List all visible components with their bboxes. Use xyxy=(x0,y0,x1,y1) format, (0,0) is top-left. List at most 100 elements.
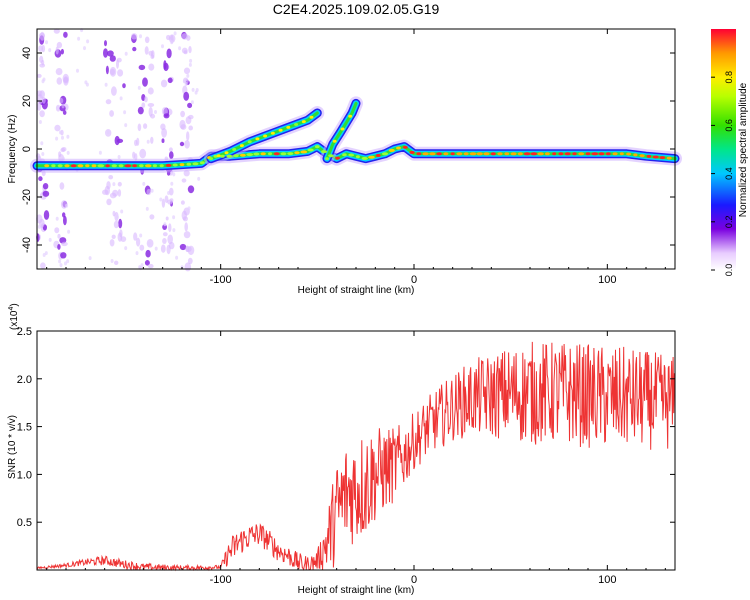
noise-speck xyxy=(55,68,63,76)
noise-speck xyxy=(67,229,71,234)
trace-core-dot xyxy=(307,148,314,152)
noise-speck xyxy=(178,46,182,51)
trace-core-dot xyxy=(70,164,77,168)
noise-speck xyxy=(76,68,79,73)
noise-speck xyxy=(140,263,144,268)
trace-core-dot xyxy=(152,164,157,168)
trace-core-dot xyxy=(340,127,345,131)
noise-speck xyxy=(114,260,119,265)
noise-speck xyxy=(145,206,149,211)
snr-scale-exponent: 4 xyxy=(8,307,15,311)
noise-speck xyxy=(187,102,193,109)
noise-speck xyxy=(55,216,59,221)
noise-speck xyxy=(122,83,126,89)
trace-core-dot xyxy=(381,152,389,156)
trace-core-dot xyxy=(348,153,355,157)
noise-speck xyxy=(184,82,188,87)
trace-core-dot xyxy=(321,150,328,154)
x-tick-label: 100 xyxy=(598,574,616,586)
noise-speck xyxy=(161,138,165,143)
noise-speck xyxy=(55,136,59,141)
noise-speck xyxy=(104,40,107,47)
noise-speck xyxy=(167,77,173,84)
trace-core-dot xyxy=(639,154,645,158)
noise-speck xyxy=(145,249,151,258)
trace-core-dot xyxy=(273,152,280,156)
noise-speck xyxy=(187,245,195,255)
noise-speck xyxy=(113,220,119,229)
noise-speck xyxy=(139,244,145,251)
trace-core-dot xyxy=(537,152,544,156)
noise-speck xyxy=(119,96,123,101)
spectrogram-x-axis-label: Height of straight line (km) xyxy=(298,285,415,296)
trace-core-dot xyxy=(309,115,314,119)
noise-speck xyxy=(179,243,187,251)
noise-speck xyxy=(150,188,154,193)
noise-speck xyxy=(116,138,124,143)
noise-speck xyxy=(107,50,114,57)
noise-speck xyxy=(181,210,187,221)
noise-speck xyxy=(184,140,190,149)
noise-speck xyxy=(144,96,148,103)
noise-speck xyxy=(162,232,168,237)
noise-speck xyxy=(175,255,179,260)
noise-speck xyxy=(134,153,138,161)
noise-speck xyxy=(54,124,61,132)
trace-core-dot xyxy=(247,140,252,144)
trace-core-dot xyxy=(497,152,503,156)
trace-core-dot xyxy=(91,164,97,168)
trace-core-dot xyxy=(294,151,300,155)
trace-core-dot xyxy=(97,164,105,168)
noise-speck xyxy=(181,47,188,54)
y-tick-label: 2.0 xyxy=(17,374,32,386)
trace-core-dot xyxy=(375,154,381,157)
colorbar-gradient xyxy=(711,29,736,270)
trace-core-dot xyxy=(287,152,294,156)
noise-speck xyxy=(181,178,187,183)
trace-core-dot xyxy=(332,139,337,143)
noise-speck xyxy=(41,152,45,156)
noise-speck xyxy=(39,110,45,118)
noise-speck xyxy=(166,48,172,59)
noise-speck xyxy=(38,176,43,182)
noise-speck xyxy=(40,262,46,269)
noise-speck xyxy=(60,252,67,259)
noise-speck xyxy=(168,147,173,152)
y-tick-label: 0.5 xyxy=(17,517,32,529)
noise-speck xyxy=(58,151,62,158)
noise-speck xyxy=(167,191,171,195)
noise-speck xyxy=(37,102,42,111)
snr-y-ticks: 0.5 1.0 1.5 2.0 2.5 xyxy=(17,326,675,529)
noise-speck xyxy=(160,79,168,88)
trace-core-dot xyxy=(105,164,110,168)
snr-series xyxy=(36,341,675,572)
noise-speck xyxy=(65,203,69,208)
noise-speck xyxy=(172,172,176,177)
trace-core-dot xyxy=(335,156,340,160)
trace-core-dot xyxy=(255,137,260,141)
noise-speck xyxy=(167,199,173,205)
noise-speck xyxy=(147,241,151,246)
trace-core-dot xyxy=(355,155,360,159)
trace-core-dot xyxy=(263,134,268,138)
noise-speck xyxy=(150,54,155,60)
trace-core-dot xyxy=(510,152,517,156)
snr-scale-close: ) xyxy=(9,303,20,306)
trace-core-dot xyxy=(572,152,577,156)
x-tick-label: -100 xyxy=(210,574,232,586)
trace-core-dot xyxy=(517,152,523,156)
trace-core-dot xyxy=(268,152,272,156)
y-tick-label: 20 xyxy=(21,95,33,107)
noise-speck xyxy=(103,48,108,58)
noise-speck xyxy=(59,182,65,190)
noise-speck xyxy=(147,87,154,95)
colorbar-tick-label: 0.2 xyxy=(724,216,734,229)
noise-speck xyxy=(56,77,63,85)
trace-core-dot xyxy=(118,164,124,168)
noise-speck xyxy=(109,55,116,62)
noise-speck xyxy=(160,244,166,253)
trace-core-dot xyxy=(388,148,395,152)
trace-core-dot xyxy=(44,164,50,168)
noise-speck xyxy=(38,120,42,124)
noise-speck xyxy=(123,110,127,115)
